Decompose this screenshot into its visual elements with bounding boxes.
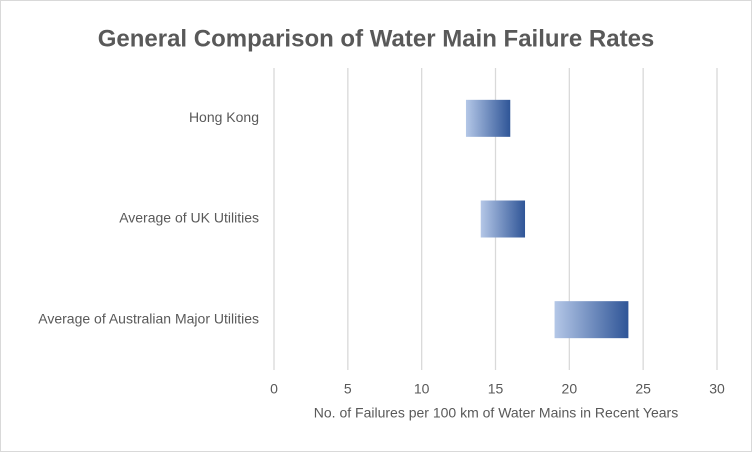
x-axis-label: No. of Failures per 100 km of Water Main…	[314, 405, 678, 421]
bar	[554, 301, 629, 339]
x-tick-label: 30	[709, 381, 725, 397]
bar	[465, 99, 511, 137]
y-tick-label: Average of UK Utilities	[119, 210, 259, 226]
x-tick-label: 10	[414, 381, 430, 397]
x-tick-label: 25	[635, 381, 651, 397]
x-tick-label: 15	[488, 381, 504, 397]
y-tick-label: Average of Australian Major Utilities	[38, 310, 259, 326]
x-tick-label: 20	[562, 381, 578, 397]
bar	[480, 200, 526, 238]
x-tick-label: 5	[344, 381, 352, 397]
chart-title: General Comparison of Water Main Failure…	[98, 25, 655, 52]
x-tick-label: 0	[270, 381, 278, 397]
y-tick-label: Hong Kong	[189, 109, 259, 125]
